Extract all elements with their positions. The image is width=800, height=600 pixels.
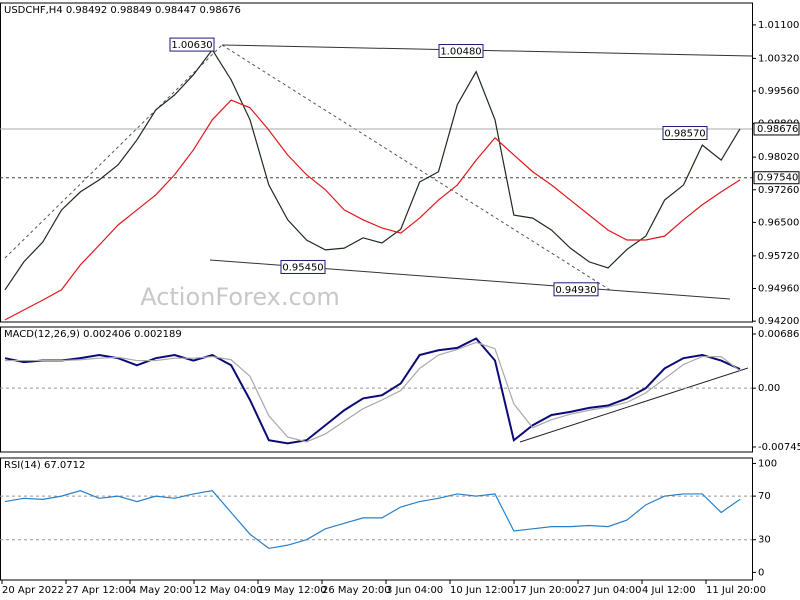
annotation-box bbox=[280, 259, 326, 274]
x-tick-label: 3 Jun 04:00 bbox=[386, 585, 443, 596]
open: 0.98492 bbox=[66, 5, 107, 16]
annotation-label: 0.98570 bbox=[664, 129, 705, 140]
price-annotation: 0.95450 bbox=[280, 259, 326, 274]
panel-frame bbox=[0, 326, 753, 453]
x-tick-label: 19 May 12:00 bbox=[258, 585, 327, 596]
series-line bbox=[4, 48, 741, 291]
trend-line bbox=[221, 44, 753, 57]
x-tick-label: 27 Jun 04:00 bbox=[578, 585, 642, 596]
trend-line bbox=[221, 44, 611, 291]
y-tick-label: 0.006861 bbox=[758, 329, 800, 340]
level-label: 0.97540 bbox=[757, 173, 798, 184]
x-tick-label: 26 May 20:00 bbox=[322, 585, 391, 596]
symbol: USDCHF,H4 bbox=[4, 5, 63, 16]
y-tick-label: 1.00320 bbox=[758, 53, 799, 64]
x-tick-label: 12 May 04:00 bbox=[194, 585, 263, 596]
price-annotation: 0.94930 bbox=[553, 282, 599, 297]
title: MACD(12,26,9) bbox=[4, 329, 80, 340]
price-annotation: 1.00480 bbox=[438, 44, 484, 59]
x-tick-label: 17 Jun 20:00 bbox=[514, 585, 578, 596]
reading: 67.0712 bbox=[44, 460, 85, 471]
annotation-label: 1.00630 bbox=[171, 40, 212, 51]
y-tick-label: 0.97260 bbox=[758, 185, 799, 196]
annotation-box bbox=[662, 126, 708, 141]
level-box bbox=[753, 122, 800, 136]
panel-frame bbox=[0, 457, 753, 581]
annotation-label: 0.94930 bbox=[555, 285, 596, 296]
x-tick-label: 20 Apr 2022 bbox=[2, 585, 64, 596]
y-tick-label: -0.007454 bbox=[758, 442, 800, 453]
y-tick-label: 0 bbox=[758, 567, 764, 578]
annotation-label: 1.00480 bbox=[440, 47, 481, 58]
level-box bbox=[753, 171, 800, 185]
series-line bbox=[4, 99, 741, 321]
price-annotation: 1.00630 bbox=[169, 37, 215, 52]
y-tick-label: 30 bbox=[758, 535, 771, 546]
panel-frame bbox=[0, 2, 753, 323]
macd-title: MACD(12,26,9) 0.002406 0.002189 bbox=[4, 329, 182, 340]
series-line bbox=[4, 490, 741, 550]
annotation-box bbox=[169, 37, 215, 52]
annotation-label: 0.95450 bbox=[282, 262, 323, 273]
trend-line bbox=[519, 367, 749, 443]
header: USDCHF,H4 0.98492 0.98849 0.98447 0.9867… bbox=[4, 5, 241, 16]
reading: 0.002189 bbox=[134, 329, 182, 340]
y-tick-label: 0.98020 bbox=[758, 152, 799, 163]
annotation-box bbox=[438, 44, 484, 59]
high: 0.98849 bbox=[110, 5, 151, 16]
y-tick-label: 100 bbox=[758, 458, 777, 469]
price-annotation: 0.98570 bbox=[662, 126, 708, 141]
x-tick-label: 27 Apr 12:00 bbox=[66, 585, 131, 596]
y-tick-label: 0.99560 bbox=[758, 86, 799, 97]
x-tick-label: 11 Jul 20:00 bbox=[706, 585, 766, 596]
y-tick-label: 70 bbox=[758, 491, 771, 502]
title: RSI(14) bbox=[4, 460, 41, 471]
annotation-box bbox=[553, 282, 599, 297]
y-tick-label: 0.95720 bbox=[758, 251, 799, 262]
reading: 0.002406 bbox=[83, 329, 131, 340]
y-tick-label: 1.01100 bbox=[758, 20, 799, 31]
y-tick-label: 0.96500 bbox=[758, 217, 799, 228]
y-tick-label: 0.94960 bbox=[758, 284, 799, 295]
watermark: ActionForex.com bbox=[140, 283, 340, 311]
level-label: 0.98676 bbox=[757, 124, 798, 135]
x-tick-label: 4 Jul 12:00 bbox=[642, 585, 696, 596]
x-tick-label: 10 Jun 12:00 bbox=[450, 585, 514, 596]
low: 0.98447 bbox=[155, 5, 196, 16]
series-line bbox=[5, 341, 741, 443]
y-tick-label: 0.00 bbox=[758, 383, 780, 394]
x-tick-label: 4 May 20:00 bbox=[130, 585, 192, 596]
close: 0.98676 bbox=[200, 5, 241, 16]
trend-line bbox=[4, 44, 223, 259]
rsi-title: RSI(14) 67.0712 bbox=[4, 460, 85, 471]
y-tick-label: 0.94200 bbox=[758, 316, 799, 327]
series-line bbox=[4, 337, 741, 445]
